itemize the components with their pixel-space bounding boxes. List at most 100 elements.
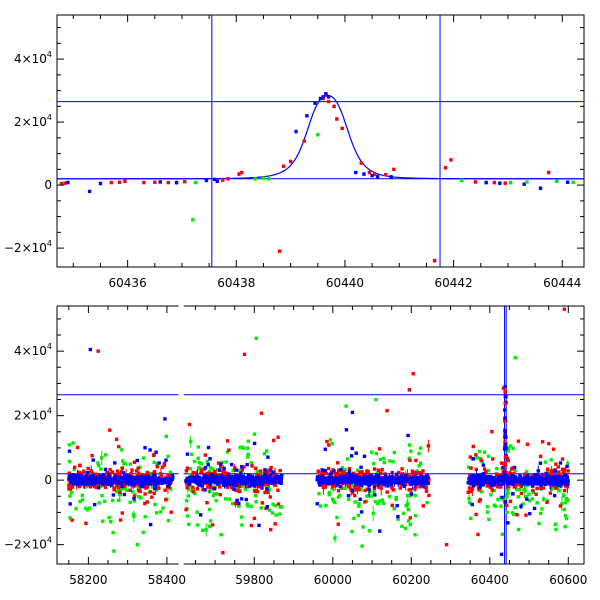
data-point-red [511,466,515,470]
data-point-blue [518,474,522,478]
data-point-green [350,529,354,534]
data-point-blue [558,461,563,465]
data-point-blue [132,482,137,487]
data-point-red [134,469,139,473]
data-point-red [494,472,499,476]
data-point-blue [525,477,529,482]
data-point-green [549,458,553,462]
data-point-red [136,471,141,475]
data-point-red [516,439,521,443]
data-point-red [191,490,195,494]
data-point-blue [376,473,380,478]
data-point-red [512,472,516,477]
data-point-red [143,492,147,496]
data-point-blue [546,479,550,483]
data-point-green [249,504,253,509]
data-point-red [75,445,80,450]
data-point-blue [263,468,267,472]
data-point-red [326,99,331,104]
data-point-red [226,177,230,181]
data-point-blue [206,445,211,450]
data-point-red [377,485,381,489]
data-point-blue [345,479,350,484]
data-point-red [150,495,154,499]
data-point-red [414,484,418,489]
data-point-green [535,501,539,505]
data-point-red [143,501,147,506]
data-point-blue [113,461,117,465]
data-point-blue [470,475,475,479]
data-point-green [231,468,235,473]
data-point-blue [260,476,265,481]
data-point-blue [143,479,148,484]
data-point-red [67,471,71,475]
data-point-green [196,456,200,460]
data-point-blue [510,474,514,478]
data-point-green [487,517,491,522]
data-point-green [523,489,527,493]
data-point-red [114,437,119,441]
data-point-green [516,527,521,532]
data-point-blue [525,481,530,485]
data-point-red [329,470,334,474]
data-point-green [527,492,531,496]
data-point-green [100,493,104,498]
data-point-blue [192,475,197,480]
data-point-blue [219,479,224,483]
data-point-blue [350,446,354,451]
data-point-red [273,522,277,526]
data-point-green [115,475,120,479]
data-point-blue [500,495,504,500]
data-point-blue [364,482,368,486]
data-point-blue [265,505,269,509]
data-point-blue [372,480,376,484]
data-point-green [132,499,137,503]
data-point-blue [134,478,138,483]
data-point-green [406,507,411,512]
data-point-red [276,435,280,439]
data-point-red [327,443,331,447]
x-tick-label: 58400 [148,573,186,587]
data-point-green [237,504,241,508]
data-point-blue [471,457,476,461]
data-point-blue [240,480,244,484]
data-point-red [554,486,558,490]
data-point-green [521,502,525,506]
data-point-red [129,471,133,476]
data-point-blue [386,484,390,488]
data-point-blue [227,472,231,476]
data-point-green [274,513,278,517]
data-point-blue [138,483,142,487]
data-point-blue [265,487,269,491]
data-point-blue [503,500,508,504]
data-point-green [505,495,509,499]
data-point-red [468,489,472,494]
data-point-blue [80,481,85,485]
data-point-green [184,499,189,503]
data-point-blue [120,481,124,485]
data-point-blue [132,496,136,501]
data-point-green [508,444,513,448]
data-point-red [359,474,364,479]
data-point-red [145,470,149,475]
data-point-blue [471,484,476,488]
data-point-green [338,493,342,498]
data-point-blue [68,473,72,478]
data-point-blue [189,475,193,480]
data-point-red [259,411,264,415]
y-tick-label: 2×104 [14,407,52,423]
data-point-green [164,434,168,439]
data-point-red [421,504,425,508]
data-point-blue [503,431,507,435]
data-point-green [208,466,213,470]
data-point-blue [503,394,507,398]
data-point-blue [391,475,395,480]
data-point-red [185,485,189,490]
data-point-red [476,532,480,537]
data-point-green [239,515,244,519]
data-point-red [345,471,350,476]
data-point-red [449,158,453,162]
data-point-red [130,484,135,488]
data-point-blue [362,474,367,478]
data-point-blue [511,482,515,487]
